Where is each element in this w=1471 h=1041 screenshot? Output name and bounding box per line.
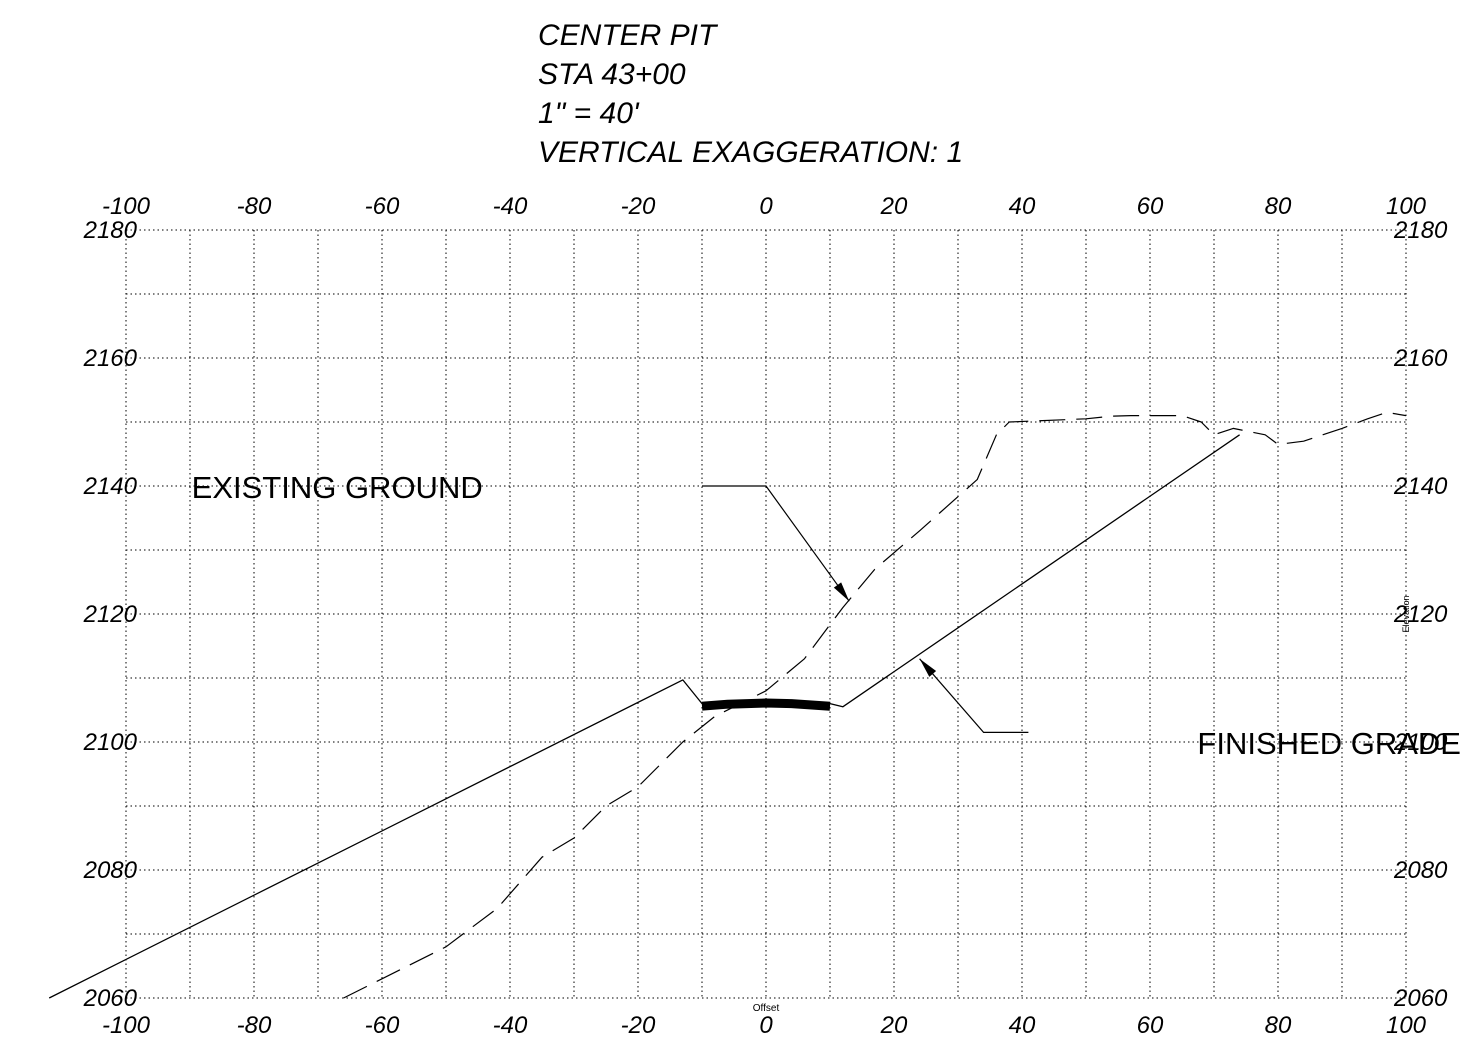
y-tick-label-left: 2120: [83, 601, 138, 628]
finished-grade-arrowhead: [919, 658, 937, 677]
existing-ground-arrowhead: [833, 582, 850, 602]
existing-ground-label: EXISTING GROUND: [192, 470, 483, 505]
y-tick-label-right: 2060: [1393, 985, 1448, 1012]
x-tick-label-top: -80: [237, 193, 272, 220]
y-tick-label-right: 2160: [1393, 345, 1448, 372]
x-axis-label: Offset: [753, 1003, 780, 1014]
y-tick-label-right: 2120: [1393, 601, 1448, 628]
x-tick-label-top: 20: [880, 193, 908, 220]
x-tick-label-bottom: -100: [102, 1012, 151, 1039]
y-tick-label-right: 2080: [1393, 857, 1448, 884]
x-tick-label-bottom: 100: [1386, 1012, 1427, 1039]
x-tick-label-bottom: -40: [493, 1012, 528, 1039]
annotations: EXISTING GROUND FINISHED GRADE: [192, 470, 1461, 761]
y-tick-label-left: 2180: [83, 217, 138, 244]
title-line-1: CENTER PIT: [538, 19, 717, 52]
existing-ground-line: [343, 411, 1407, 999]
title-line-3: 1" = 40': [538, 97, 639, 130]
x-tick-label-bottom: 80: [1265, 1012, 1292, 1039]
tick-labels: -100 -100 -80 -80 -60 -60 -40 -40 -20 -20 0 0 20 20 40…: [83, 193, 1448, 1039]
title-line-2: STA 43+00: [538, 58, 686, 91]
title-line-4: VERTICAL EXAGGERATION: 1: [538, 136, 964, 169]
x-tick-label-top: -20: [621, 193, 656, 220]
x-tick-label-top: -40: [493, 193, 528, 220]
finished-grade-line: [48, 434, 1240, 999]
y-tick-label-left: 2140: [83, 473, 138, 500]
x-tick-label-top: -60: [365, 193, 400, 220]
y-tick-label-left: 2080: [83, 857, 138, 884]
x-tick-label-bottom: -60: [365, 1012, 400, 1039]
x-tick-label-bottom: -80: [237, 1012, 272, 1039]
grid: [125, 229, 1407, 999]
x-tick-label-bottom: 0: [759, 1012, 773, 1039]
x-tick-label-top: 60: [1137, 193, 1164, 220]
x-tick-label-top: 0: [759, 193, 773, 220]
x-tick-label-top: 40: [1009, 193, 1036, 220]
y-axis-label: Elevation: [1401, 595, 1411, 632]
existing-ground-leader: [702, 485, 850, 602]
y-tick-label-right: 2180: [1393, 217, 1448, 244]
y-tick-label-right: 2140: [1393, 473, 1448, 500]
x-tick-label-top: 100: [1386, 193, 1427, 220]
x-tick-label-bottom: 60: [1137, 1012, 1164, 1039]
title-block: CENTER PIT STA 43+00 1" = 40' VERTICAL E…: [538, 16, 963, 172]
x-tick-label-top: -100: [102, 193, 151, 220]
x-tick-label-bottom: 20: [880, 1012, 908, 1039]
finished-grade-label: FINISHED GRADE: [1197, 726, 1461, 761]
y-tick-label-left: 2060: [83, 985, 138, 1012]
finished-grade-leader: [919, 658, 1029, 734]
y-tick-label-left: 2160: [83, 345, 138, 372]
pavement-section-line: [701, 698, 831, 711]
x-tick-label-bottom: 40: [1009, 1012, 1036, 1039]
series-layer: [48, 411, 1407, 999]
y-tick-label-right: 2100: [1393, 729, 1448, 756]
x-tick-label-bottom: -20: [621, 1012, 656, 1039]
y-tick-label-left: 2100: [83, 729, 138, 756]
x-tick-label-top: 80: [1265, 193, 1292, 220]
